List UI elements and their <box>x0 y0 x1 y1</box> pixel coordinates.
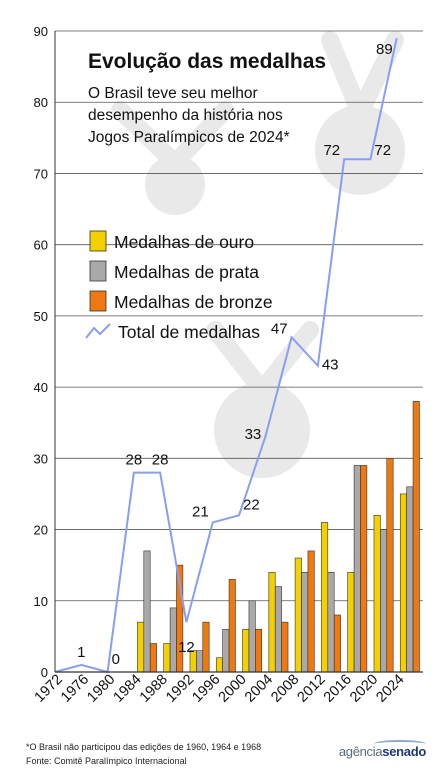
line-label-2020: 72 <box>374 142 391 159</box>
bar-bronze-2016 <box>360 465 368 673</box>
x-tick-label-2000: 2000 <box>216 672 250 706</box>
bar-ouro-1988 <box>163 643 171 673</box>
legend-label-3: Medalhas de bronze <box>114 292 273 312</box>
bar-ouro-2004 <box>268 571 276 673</box>
legend-swatch-1 <box>89 230 107 252</box>
bar-ouro-2008 <box>294 557 302 673</box>
line-label-2000: 22 <box>243 496 260 513</box>
line-label-2024: 89 <box>376 41 393 58</box>
x-tick-label-1996: 1996 <box>189 672 223 706</box>
bar-prata-2012 <box>327 571 335 673</box>
bars-group <box>137 401 420 673</box>
bar-bronze-2008 <box>307 550 315 673</box>
x-tick-label-1980: 1980 <box>84 672 118 706</box>
line-label-1984: 28 <box>126 452 143 469</box>
total-medals-line <box>54 37 398 674</box>
bar-ouro-2024 <box>399 493 407 673</box>
legend: Medalhas de ouro Medalhas de prata Medalha… <box>85 230 273 342</box>
bar-bronze-2024 <box>412 401 420 673</box>
x-tick-label-2020: 2020 <box>347 672 381 706</box>
bar-prata-2000 <box>248 600 256 673</box>
medal-silhouette-icon-0 <box>315 105 405 195</box>
legend-swatch-2 <box>89 260 107 282</box>
bar-bronze-2020 <box>386 458 394 673</box>
x-tick-label-2008: 2008 <box>268 672 302 706</box>
bar-ouro-1996 <box>215 657 223 673</box>
bar-bronze-1992 <box>202 621 210 673</box>
bar-ouro-2016 <box>347 571 355 673</box>
bar-prata-2024 <box>406 486 414 673</box>
bar-prata-1984 <box>143 550 151 673</box>
line-label-2004: 33 <box>245 426 262 443</box>
y-tick-label-60: 60 <box>34 238 48 253</box>
legend-swatch-3 <box>89 290 107 312</box>
brand-part-1: agência <box>338 744 383 759</box>
chart-title: Evolução das medalhas <box>88 50 326 73</box>
total-line-group: 1 0 28 28 12 21 22 33 47 43 72 72 89 <box>54 37 398 674</box>
bar-prata-1996 <box>222 628 230 673</box>
line-label-1988: 28 <box>152 452 169 469</box>
y-tick-label-90: 90 <box>34 24 48 39</box>
y-tick-label-10: 10 <box>34 594 48 609</box>
line-label-2016: 72 <box>323 142 340 159</box>
chart-subtitle-line-2: desempenho da história nos <box>88 107 283 124</box>
bar-prata-2016 <box>353 465 361 673</box>
bar-bronze-2004 <box>281 621 289 673</box>
legend-label-2: Medalhas de prata <box>114 262 259 282</box>
line-label-2008: 47 <box>271 320 288 337</box>
x-tick-label-1992: 1992 <box>163 672 197 706</box>
x-tick-label-2016: 2016 <box>321 672 355 706</box>
y-tick-label-50: 50 <box>34 309 48 324</box>
brand-logo: agênciasenado <box>339 744 426 759</box>
x-tick-label-1984: 1984 <box>111 672 145 706</box>
y-tick-label-80: 80 <box>34 95 48 110</box>
bar-ouro-2012 <box>321 522 329 673</box>
bar-bronze-2012 <box>333 614 341 673</box>
y-tick-label-0: 0 <box>41 665 48 680</box>
bar-bronze-2000 <box>255 628 263 673</box>
bar-ouro-1984 <box>137 621 145 673</box>
y-tick-label-20: 20 <box>34 523 48 538</box>
line-label-1996: 21 <box>192 503 209 520</box>
x-tick-label-1976: 1976 <box>58 672 92 706</box>
bar-prata-2020 <box>380 529 388 673</box>
medal-ribbon-icon-2 <box>206 321 319 405</box>
y-tick-label-70: 70 <box>34 166 48 181</box>
bar-bronze-1984 <box>149 643 157 673</box>
y-tick-label-40: 40 <box>34 380 48 395</box>
chart-subtitle-line-1: O Brasil teve seu melhor <box>88 85 258 102</box>
y-tick-label-30: 30 <box>34 451 48 466</box>
x-tick-label-1988: 1988 <box>137 672 171 706</box>
chart-subtitle-line-3: Jogos Paralímpicos de 2024* <box>88 129 290 146</box>
source-note: Fonte: Comitê Paralímpico Internacional <box>26 756 187 766</box>
x-tick-label-1972: 1972 <box>32 672 66 706</box>
footnote: *O Brasil não participou das edições de … <box>26 742 262 752</box>
bar-prata-2008 <box>301 571 309 673</box>
bar-prata-1988 <box>169 607 177 673</box>
line-label-1976: 1 <box>77 644 85 661</box>
medal-silhouette-icon-1 <box>145 155 205 215</box>
medal-ribbon-icon-0 <box>321 31 404 136</box>
bar-prata-2004 <box>274 586 282 673</box>
line-label-2012: 43 <box>322 357 339 374</box>
bar-ouro-2020 <box>373 515 381 673</box>
legend-label-4: Total de medalhas <box>118 322 260 342</box>
legend-label-1: Medalhas de ouro <box>114 232 254 252</box>
medal-silhouettes <box>111 31 405 478</box>
line-label-1980: 0 <box>112 651 120 668</box>
bar-bronze-1996 <box>228 579 236 673</box>
line-label-1992: 12 <box>178 639 195 656</box>
legend-line-swatch <box>85 323 111 339</box>
bar-ouro-2000 <box>242 628 250 673</box>
x-tick-label-2012: 2012 <box>295 672 329 706</box>
bar-prata-1992 <box>196 650 204 673</box>
medal-silhouette-icon-2 <box>214 382 310 478</box>
brand-arc-icon <box>374 740 426 748</box>
x-tick-label-2024: 2024 <box>373 672 407 706</box>
chart-titles: Evolução das medalhas O Brasil teve seu … <box>88 50 326 146</box>
x-tick-label-2004: 2004 <box>242 672 276 706</box>
brand-part-2: senado <box>382 744 426 759</box>
medal-ribbon-icon-1 <box>111 101 234 176</box>
